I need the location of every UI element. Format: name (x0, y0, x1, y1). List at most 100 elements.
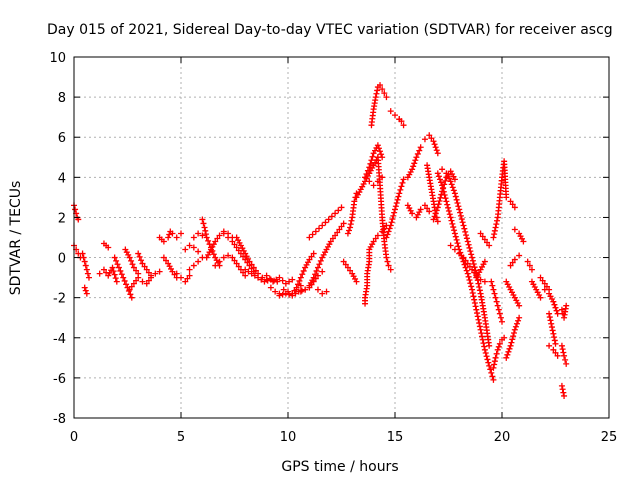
data-point-fill (308, 253, 315, 260)
data-point-fill (202, 227, 209, 234)
data-point (297, 274, 304, 281)
data-point (139, 260, 146, 267)
data-point (501, 334, 508, 341)
data-point (499, 318, 505, 325)
data-point (182, 278, 189, 285)
y-tick-label: 6 (58, 131, 66, 146)
data-point-fill (448, 217, 455, 224)
data-point (490, 364, 497, 371)
data-point (233, 260, 240, 267)
data-point-fill (559, 386, 566, 393)
data-point (481, 278, 488, 285)
data-point (160, 254, 167, 261)
data-point-fill (471, 296, 478, 303)
data-point-fill (435, 201, 442, 208)
data-point-fill (492, 224, 499, 231)
data-point-fill (125, 287, 132, 294)
data-point (195, 230, 202, 237)
data-point-fill (453, 196, 460, 203)
data-point (130, 280, 137, 287)
data-point (351, 198, 358, 205)
data-point (473, 306, 480, 313)
data-point-fill (299, 271, 306, 278)
y-tick-label: 4 (58, 171, 66, 186)
data-point (392, 206, 398, 213)
data-point-fill (471, 300, 478, 307)
data-point-fill (505, 348, 512, 355)
data-point-fill (184, 275, 191, 282)
data-point (558, 306, 565, 313)
data-point (83, 266, 90, 273)
data-point (242, 272, 249, 279)
data-point (464, 260, 471, 267)
data-point-fill (433, 207, 440, 214)
x-tick-label: 20 (494, 430, 511, 445)
data-point-fill (428, 135, 435, 142)
data-point-fill (129, 261, 136, 268)
data-point-fill (110, 268, 117, 275)
data-point (282, 290, 289, 297)
data-point (186, 266, 193, 273)
data-point-fill (118, 271, 125, 278)
data-point-fill (465, 241, 472, 248)
data-point-fill (392, 203, 399, 210)
x-tick-labels: 0 5 10 15 20 25 (70, 430, 617, 445)
data-point-fill (329, 235, 336, 242)
data-point (366, 164, 373, 171)
data-point (477, 326, 484, 333)
data-point (115, 264, 122, 271)
data-point-fill (474, 313, 481, 320)
data-point-fill (546, 314, 553, 321)
data-point-fill (294, 281, 301, 288)
x-tick-label: 5 (177, 430, 185, 445)
data-point (492, 354, 499, 361)
data-point (563, 360, 570, 367)
data-point-fill (389, 216, 396, 223)
data-point-fill (279, 277, 286, 284)
data-point (229, 254, 236, 261)
data-point-fill (205, 237, 212, 244)
data-point-fill (141, 263, 148, 270)
data-point (464, 238, 471, 245)
data-point-fill (375, 145, 382, 152)
data-point (128, 294, 135, 301)
data-point (282, 280, 289, 287)
data-point (126, 254, 133, 261)
data-point (332, 232, 339, 239)
data-point-fill (367, 160, 374, 167)
data-point (511, 204, 518, 211)
data-point (135, 274, 142, 281)
data-point (314, 286, 321, 293)
data-point (477, 230, 484, 237)
data-point-fill (252, 267, 259, 274)
data-point-fill (509, 259, 516, 266)
data-point-fill (459, 255, 466, 262)
data-point-fill (437, 194, 444, 201)
data-point-fill (235, 263, 242, 270)
data-point-fill (82, 287, 89, 294)
data-point-fill (454, 200, 461, 207)
data-point-fill (493, 221, 500, 228)
data-point-fill (121, 277, 128, 284)
data-point-fill (433, 147, 440, 154)
data-point (511, 326, 518, 333)
data-point-fill (543, 283, 550, 290)
data-point (546, 310, 553, 317)
y-tick-labels: -8 -6 -4 -2 0 2 4 6 8 10 (49, 51, 66, 427)
data-point-fill (553, 307, 560, 314)
data-point (353, 278, 360, 285)
data-point (323, 288, 330, 295)
data-point (366, 178, 373, 185)
data-point-fill (484, 356, 491, 363)
data-point (113, 278, 120, 285)
data-point (496, 340, 503, 347)
data-point (120, 274, 127, 281)
data-point (199, 216, 206, 223)
data-point-fill (386, 225, 393, 232)
data-point (379, 86, 386, 93)
data-point-fill (298, 287, 305, 294)
data-point (421, 136, 428, 143)
data-point (451, 246, 458, 253)
data-point (494, 302, 501, 309)
